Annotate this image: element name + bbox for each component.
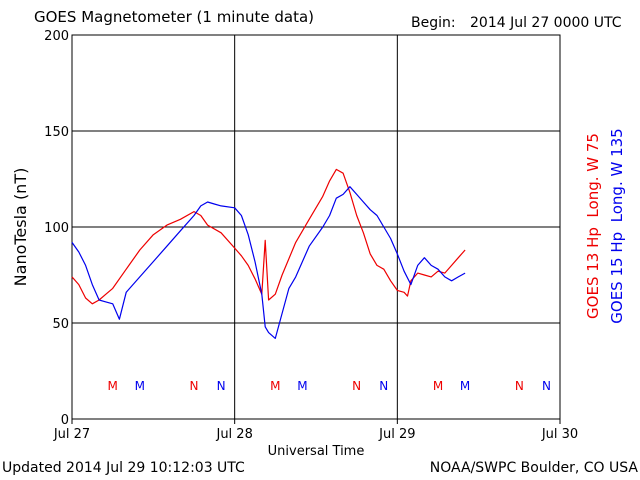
legend-goes13: GOES 13 Hp Long. W 75 [584, 133, 602, 319]
y-tick-label: 200 [44, 29, 69, 44]
begin-label: Begin: [411, 15, 456, 31]
event-marker-n: N [515, 379, 524, 393]
y-tick-label: 0 [61, 413, 69, 428]
x-axis-label: Universal Time [268, 444, 365, 459]
event-marker-n: N [352, 379, 361, 393]
event-marker-m: M [107, 379, 117, 393]
event-marker-n: N [217, 379, 226, 393]
y-tick-label: 100 [44, 221, 69, 236]
event-marker-n: N [542, 379, 551, 393]
footer-updated: Updated 2014 Jul 29 10:12:03 UTC [2, 460, 245, 476]
event-marker-m: M [270, 379, 280, 393]
event-marker-m: M [135, 379, 145, 393]
event-marker-m: M [297, 379, 307, 393]
event-marker-n: N [379, 379, 388, 393]
begin-value: 2014 Jul 27 0000 UTC [470, 15, 622, 31]
x-tick-label: Jul 28 [215, 427, 252, 442]
footer-credit: NOAA/SWPC Boulder, CO USA [429, 460, 638, 476]
x-tick-label: Jul 29 [378, 427, 415, 442]
y-tick-label: 50 [52, 317, 69, 332]
y-tick-label: 150 [44, 125, 69, 140]
event-marker-m: M [460, 379, 470, 393]
x-tick-label: Jul 30 [541, 427, 578, 442]
x-tick-label: Jul 27 [53, 427, 90, 442]
chart-title: GOES Magnetometer (1 minute data) [34, 8, 315, 26]
legend-goes15: GOES 15 Hp Long. W 135 [608, 128, 626, 323]
y-axis-label: NanoTesla (nT) [11, 168, 30, 287]
goes15-series-line [71, 186, 466, 339]
event-marker-m: M [433, 379, 443, 393]
event-marker-n: N [190, 379, 199, 393]
